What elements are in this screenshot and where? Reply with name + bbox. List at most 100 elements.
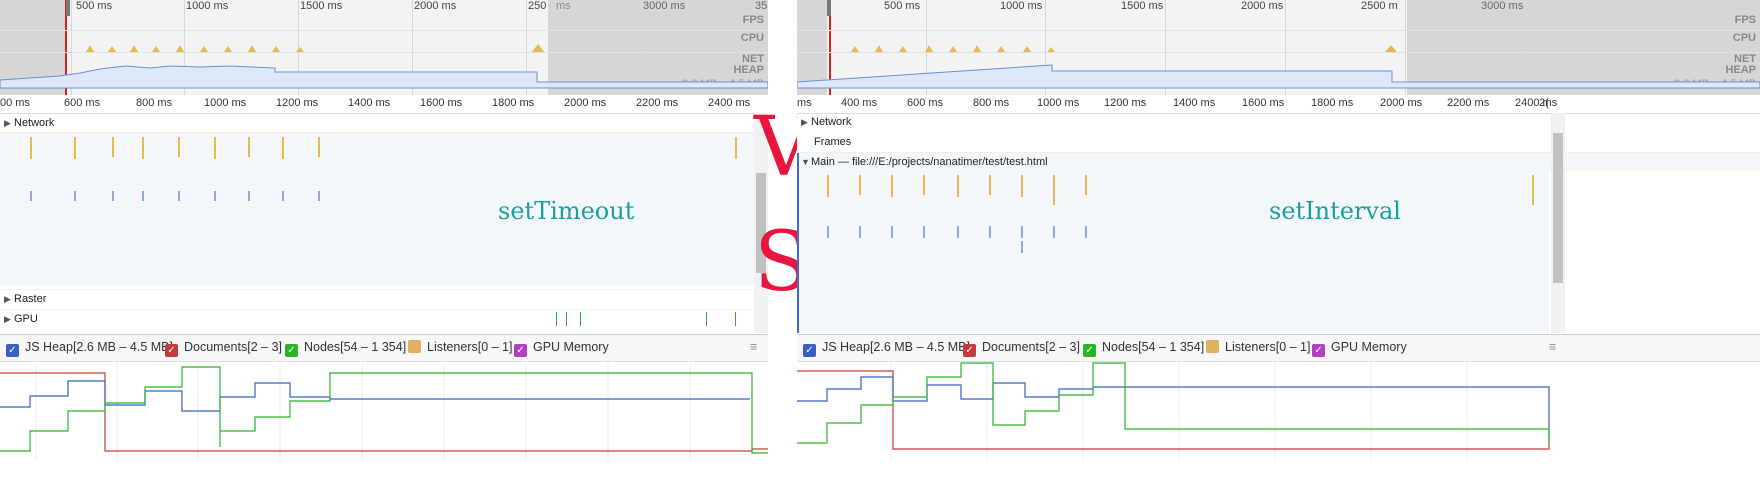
overview-tick: ms xyxy=(556,0,571,12)
nodes-counter[interactable]: ✓ Nodes[54 – 1 354] xyxy=(1083,340,1204,357)
overview-marker xyxy=(829,0,831,95)
event-block[interactable] xyxy=(142,137,144,159)
collapse-triangle-icon[interactable]: ▼ xyxy=(801,157,810,167)
event-block[interactable] xyxy=(248,137,250,157)
menu-icon[interactable]: ≡ xyxy=(750,340,758,354)
overview-tick: 1000 ms xyxy=(1000,0,1043,12)
event-block[interactable] xyxy=(923,226,925,238)
event-block[interactable] xyxy=(859,226,861,238)
event-block[interactable] xyxy=(1085,226,1087,238)
scrollbar-thumb[interactable] xyxy=(1553,133,1563,283)
event-block[interactable] xyxy=(214,191,216,201)
event-block[interactable] xyxy=(248,191,250,201)
overview-strip[interactable]: 500 ms 1000 ms 1500 ms 2000 ms 250 ms 30… xyxy=(0,0,768,96)
js-heap-counter[interactable]: ✓ JS Heap[2.6 MB – 4.5 MB] xyxy=(6,340,173,357)
event-block[interactable] xyxy=(1053,226,1055,238)
checkbox-icon[interactable]: ✓ xyxy=(1083,344,1096,357)
track-network[interactable]: ▶ Network xyxy=(0,114,768,133)
event-block[interactable] xyxy=(989,175,991,195)
counter-label: GPU Memory xyxy=(533,340,609,354)
event-block[interactable] xyxy=(1021,226,1023,238)
track-main[interactable]: ▼Main — file:///E:/projects/nanatimer/te… xyxy=(797,153,1760,171)
event-block[interactable] xyxy=(1053,175,1055,205)
event-block[interactable] xyxy=(735,137,737,159)
vertical-scrollbar[interactable] xyxy=(754,113,768,333)
event-block[interactable] xyxy=(1085,175,1087,195)
nodes-counter[interactable]: ✓ Nodes[54 – 1 354] xyxy=(285,340,406,357)
checkbox-icon[interactable]: ✓ xyxy=(165,344,178,357)
checkbox-icon[interactable]: ✓ xyxy=(803,344,816,357)
event-block[interactable] xyxy=(1021,175,1023,197)
checkbox-icon[interactable]: ✓ xyxy=(1312,344,1325,357)
track-network[interactable]: ▶ Network xyxy=(797,113,1760,131)
event-block[interactable] xyxy=(178,137,180,157)
counter-label: Documents[2 – 3] xyxy=(982,340,1080,354)
overview-handle-left[interactable] xyxy=(66,0,70,16)
main-thread-area[interactable]: setInterval xyxy=(797,153,1549,333)
checkbox-icon[interactable]: ✓ xyxy=(963,344,976,357)
checkbox-icon[interactable]: ✓ xyxy=(6,344,19,357)
ruler-tick: 1400 ms xyxy=(348,97,391,109)
event-block[interactable] xyxy=(827,175,829,197)
expand-triangle-icon[interactable]: ▶ xyxy=(4,294,11,304)
event-block[interactable] xyxy=(318,137,320,157)
vertical-scrollbar[interactable] xyxy=(1551,113,1565,333)
documents-counter[interactable]: ✓ Documents[2 – 3] xyxy=(963,340,1080,357)
event-block[interactable] xyxy=(30,191,32,201)
track-frames[interactable]: Frames xyxy=(797,132,1760,153)
counters-bar: ✓ JS Heap[2.6 MB – 4.5 MB] ✓ Documents[2 –… xyxy=(0,334,768,362)
event-block[interactable] xyxy=(957,226,959,238)
event-block[interactable] xyxy=(859,175,861,195)
overview-strip[interactable]: 500 ms 1000 ms 1500 ms 2000 ms 2500 m 30… xyxy=(797,0,1760,96)
track-label: Network xyxy=(811,116,852,128)
event-block[interactable] xyxy=(891,226,893,238)
ruler-tick: 1000 ms xyxy=(204,97,247,109)
overview-tick: 2000 ms xyxy=(1241,0,1284,12)
event-block[interactable] xyxy=(1021,241,1023,253)
cpu-label: CPU xyxy=(740,32,764,44)
event-block[interactable] xyxy=(214,137,216,159)
event-block[interactable] xyxy=(891,175,893,197)
documents-counter[interactable]: ✓ Documents[2 – 3] xyxy=(165,340,282,357)
settimeout-annotation: setTimeout xyxy=(498,197,635,225)
event-block[interactable] xyxy=(282,191,284,201)
js-heap-counter[interactable]: ✓ JS Heap[2.6 MB – 4.5 MB] xyxy=(803,340,970,357)
checkbox-icon[interactable] xyxy=(1206,340,1219,353)
event-block[interactable] xyxy=(827,226,829,238)
event-block[interactable] xyxy=(178,191,180,201)
event-block[interactable] xyxy=(142,191,144,201)
event-block[interactable] xyxy=(957,175,959,197)
event-block[interactable] xyxy=(1532,175,1534,205)
checkbox-icon[interactable]: ✓ xyxy=(285,344,298,357)
counter-label: GPU Memory xyxy=(1331,340,1407,354)
gpu-memory-counter[interactable]: ✓ GPU Memory xyxy=(1312,340,1407,357)
scrollbar-thumb[interactable] xyxy=(756,173,766,273)
track-gpu[interactable]: ▶ GPU xyxy=(0,309,768,328)
counter-label: Nodes[54 – 1 354] xyxy=(1102,340,1205,354)
menu-icon[interactable]: ≡ xyxy=(1549,340,1557,354)
checkbox-icon[interactable]: ✓ xyxy=(514,344,527,357)
event-block[interactable] xyxy=(989,226,991,238)
listeners-counter[interactable]: Listeners[0 – 1] xyxy=(1206,340,1310,354)
gpu-memory-counter[interactable]: ✓ GPU Memory xyxy=(514,340,609,357)
main-thread-area[interactable]: setTimeout xyxy=(0,133,754,285)
event-block[interactable] xyxy=(74,137,76,159)
event-block[interactable] xyxy=(282,137,284,159)
track-label: GPU xyxy=(14,313,38,325)
counters-bar: ✓ JS Heap[2.6 MB – 4.5 MB] ✓ Documents[2 –… xyxy=(797,334,1760,362)
event-block[interactable] xyxy=(923,175,925,195)
track-raster[interactable]: ▶ Raster xyxy=(0,289,768,308)
overview-handle-left[interactable] xyxy=(827,0,831,16)
expand-triangle-icon[interactable]: ▶ xyxy=(4,118,11,128)
expand-triangle-icon[interactable]: ▶ xyxy=(801,117,808,127)
expand-triangle-icon[interactable]: ▶ xyxy=(4,314,11,324)
listeners-counter[interactable]: Listeners[0 – 1] xyxy=(408,340,512,354)
event-block[interactable] xyxy=(112,191,114,201)
event-block[interactable] xyxy=(318,191,320,201)
ruler-tick: 2000 ms xyxy=(564,97,607,109)
checkbox-icon[interactable] xyxy=(408,340,421,353)
event-block[interactable] xyxy=(112,137,114,157)
event-block[interactable] xyxy=(30,137,32,159)
event-block[interactable] xyxy=(74,191,76,201)
heap-label: HEAP xyxy=(1725,64,1756,76)
